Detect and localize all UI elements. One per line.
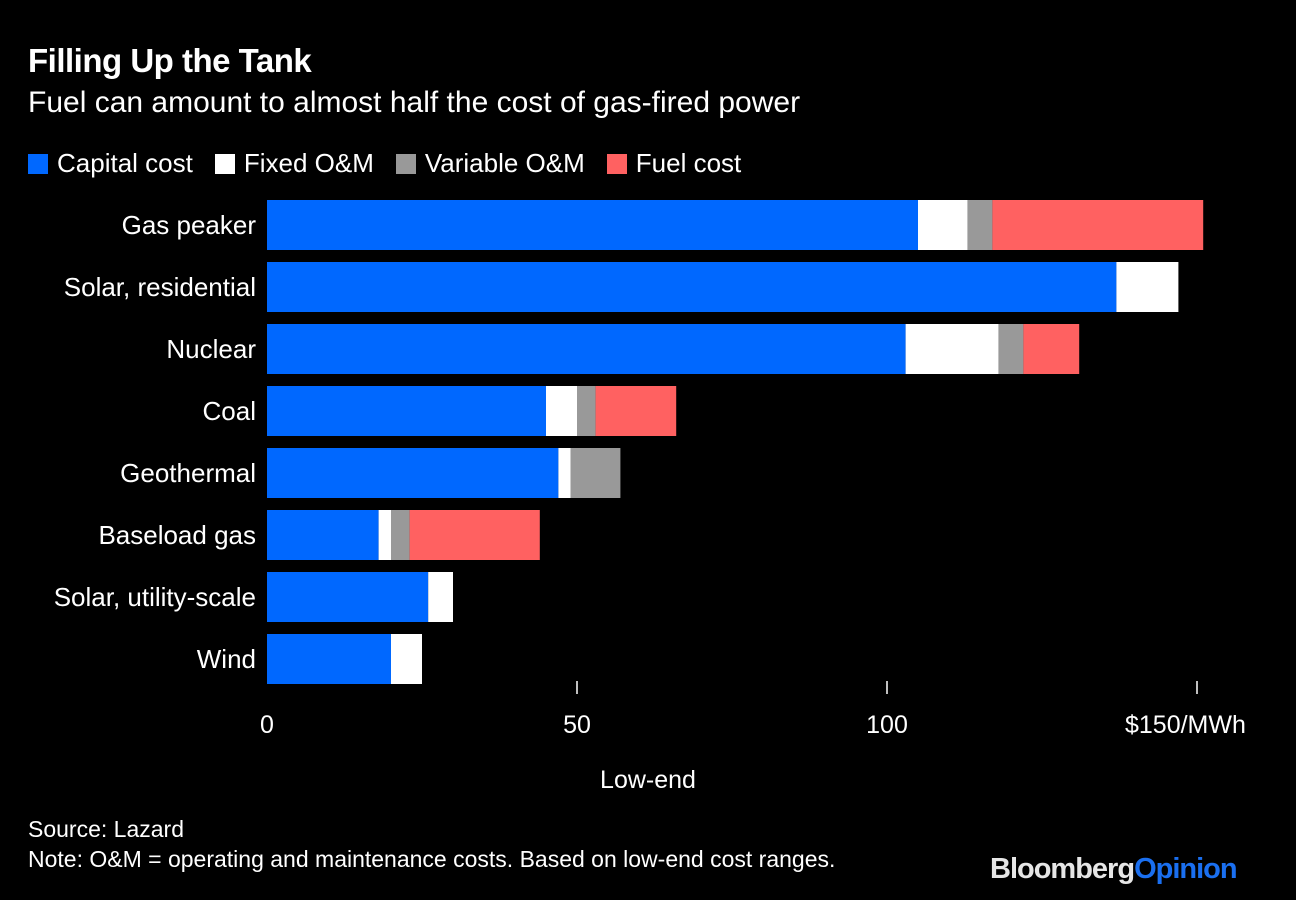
category-label-baseload-gas: Baseload gas <box>98 520 256 550</box>
bar-nuclear-capital-cost <box>267 324 906 374</box>
category-label-wind: Wind <box>197 644 256 674</box>
chart-subtitle: Fuel can amount to almost half the cost … <box>28 86 801 119</box>
bar-gas-peaker-variable-o-m <box>967 200 993 250</box>
legend-label: Fixed O&M <box>243 148 374 178</box>
legend-label: Capital cost <box>57 148 193 178</box>
category-label-gas-peaker: Gas peaker <box>122 210 257 240</box>
legend-item-variable-om: Variable O&M <box>395 148 585 179</box>
category-label-solar-utility-scale: Solar, utility-scale <box>54 582 256 612</box>
bar-nuclear-fixed-o-m <box>905 324 999 374</box>
bar-coal-fixed-o-m <box>546 386 577 436</box>
source-note: Source: Lazard <box>28 816 184 842</box>
bar-solar-residential-fixed-o-m <box>1116 262 1179 312</box>
legend-swatch-variable-om <box>395 153 416 174</box>
bar-geothermal-capital-cost <box>267 448 559 498</box>
bar-coal-variable-o-m <box>577 386 596 436</box>
legend-swatch-capital-cost <box>28 153 48 174</box>
legend-item-fixed-om: Fixed O&M <box>214 148 374 179</box>
category-label-geothermal: Geothermal <box>120 458 256 488</box>
bar-nuclear-fuel-cost <box>1023 324 1080 374</box>
bloomberg-opinion-logo: BloombergOpinion <box>990 853 1238 886</box>
x-tick-label-0: 0 <box>260 711 274 739</box>
x-tick-label-150: $150/MWh <box>1125 711 1246 739</box>
bar-gas-peaker-fixed-o-m <box>918 200 968 250</box>
bar-solar-utility-scale-capital-cost <box>267 572 429 622</box>
bar-baseload-gas-fixed-o-m <box>378 510 391 560</box>
bar-solar-utility-scale-fixed-o-m <box>428 572 453 622</box>
legend: Capital cost Fixed O&M Variable O&M Fuel… <box>28 148 763 179</box>
brand-bloomberg: Bloomberg <box>990 853 1135 885</box>
category-label-coal: Coal <box>203 396 256 426</box>
brand-opinion: Opinion <box>1134 853 1238 885</box>
legend-item-fuel-cost: Fuel cost <box>606 148 742 179</box>
legend-item-capital-cost: Capital cost <box>28 148 193 179</box>
category-label-nuclear: Nuclear <box>166 334 256 364</box>
bar-baseload-gas-fuel-cost <box>409 510 540 560</box>
bar-gas-peaker-capital-cost <box>267 200 918 250</box>
legend-label: Variable O&M <box>424 148 585 178</box>
category-label-solar-residential: Solar, residential <box>64 272 256 302</box>
bar-baseload-gas-capital-cost <box>267 510 379 560</box>
legend-label: Fuel cost <box>635 148 742 178</box>
bar-coal-capital-cost <box>267 386 546 436</box>
legend-swatch-fixed-om <box>214 153 235 174</box>
legend-swatch-fuel-cost <box>606 153 627 174</box>
bar-wind-fixed-o-m <box>391 634 422 684</box>
x-tick-label-100: 100 <box>866 711 908 739</box>
x-tick-label-50: 50 <box>563 711 591 739</box>
bar-coal-fuel-cost <box>595 386 677 436</box>
bar-nuclear-variable-o-m <box>998 324 1024 374</box>
bar-gas-peaker-fuel-cost <box>992 200 1204 250</box>
bar-geothermal-fixed-o-m <box>558 448 571 498</box>
footnote: Note: O&M = operating and maintenance co… <box>28 846 836 872</box>
bar-geothermal-variable-o-m <box>570 448 621 498</box>
chart-title: Filling Up the Tank <box>28 42 312 79</box>
bar-wind-capital-cost <box>267 634 391 684</box>
bar-solar-residential-capital-cost <box>267 262 1117 312</box>
bar-baseload-gas-variable-o-m <box>391 510 410 560</box>
x-axis-label: Low-end <box>600 766 696 794</box>
